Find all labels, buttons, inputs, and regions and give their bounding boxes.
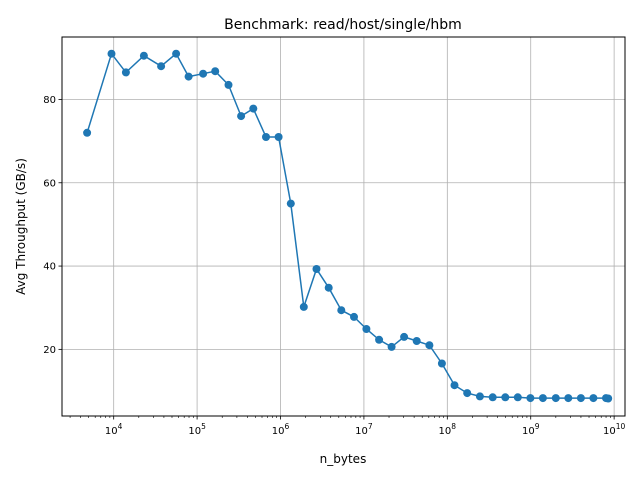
x-axis-label: n_bytes xyxy=(320,452,367,466)
x-tick-label-exponent: 5 xyxy=(201,422,206,431)
data-point xyxy=(375,335,384,344)
y-tick-label: 60 xyxy=(43,178,56,189)
data-point xyxy=(450,381,459,390)
data-point xyxy=(412,337,421,345)
data-point xyxy=(286,199,295,208)
data-point xyxy=(237,112,246,121)
data-point xyxy=(211,67,220,76)
data-point xyxy=(262,133,270,141)
data-point xyxy=(564,394,573,403)
data-point xyxy=(249,104,258,113)
plot-frame xyxy=(61,36,626,417)
data-point xyxy=(299,302,308,311)
data-point xyxy=(324,283,333,292)
grid xyxy=(62,37,625,416)
data-point xyxy=(157,62,166,71)
data-point xyxy=(337,306,346,315)
data-point xyxy=(538,394,547,403)
data-point xyxy=(400,332,409,341)
data-point xyxy=(199,69,208,78)
data-point xyxy=(224,80,233,89)
data-point xyxy=(312,265,321,273)
data-point xyxy=(107,49,116,58)
data-point xyxy=(172,49,181,58)
data-point xyxy=(139,51,148,60)
data-point xyxy=(604,394,613,403)
y-axis-label: Avg Throughput (GB/s) xyxy=(14,158,28,295)
chart-title: Benchmark: read/host/single/hbm xyxy=(224,17,462,33)
data-point xyxy=(121,68,130,77)
data-point xyxy=(513,393,522,402)
series-layer xyxy=(83,49,613,403)
data-point xyxy=(437,359,446,368)
x-tick-label-exponent: 7 xyxy=(368,422,373,431)
data-point xyxy=(425,341,434,350)
data-point xyxy=(350,312,358,321)
y-axis: 20 40 60 80 xyxy=(43,95,62,356)
y-tick-label: 20 xyxy=(43,345,56,356)
data-point xyxy=(576,394,585,403)
data-point xyxy=(589,394,598,403)
data-point xyxy=(184,72,193,81)
data-point xyxy=(526,394,535,403)
x-tick-label-exponent: 6 xyxy=(284,422,289,431)
data-point xyxy=(501,393,510,402)
data-point xyxy=(488,393,497,402)
data-point xyxy=(463,389,472,398)
data-point xyxy=(475,392,484,401)
x-tick-label-exponent: 4 xyxy=(118,422,123,431)
y-tick-label: 40 xyxy=(43,262,56,273)
data-point xyxy=(551,394,560,403)
data-point xyxy=(362,325,371,333)
x-tick-label-exponent: 10 xyxy=(616,422,626,431)
x-tick-label-exponent: 9 xyxy=(535,422,540,431)
x-tick-label-exponent: 8 xyxy=(451,422,456,431)
y-tick-label: 80 xyxy=(43,95,56,106)
data-point xyxy=(387,342,396,351)
data-point xyxy=(83,128,92,137)
data-point xyxy=(274,133,283,141)
